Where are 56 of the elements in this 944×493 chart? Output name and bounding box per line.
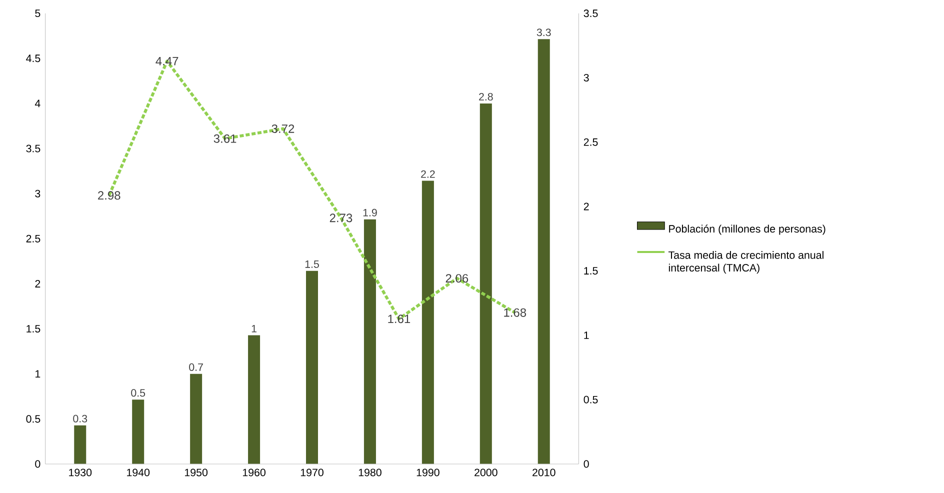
y-tick-label: 0 — [35, 460, 40, 468]
bar — [190, 374, 202, 464]
bar — [364, 219, 376, 464]
y2-tick-label: 2 — [584, 202, 589, 210]
data-label: 2.2 — [421, 170, 435, 178]
y-tick-label: 2.5 — [26, 234, 40, 242]
y2-tick-label: 1.5 — [584, 266, 598, 274]
y-tick-label: 1 — [36, 370, 40, 378]
data-label: 0.5 — [131, 388, 146, 397]
x-tick-label: 1990 — [416, 468, 440, 476]
bar — [306, 270, 318, 464]
x-tick-label: 1940 — [127, 468, 150, 476]
x-tick-label: 1930 — [69, 468, 92, 476]
data-label: 2.06 — [446, 274, 468, 282]
y-tick-label: 5 — [35, 9, 40, 17]
data-label: 0.3 — [73, 414, 88, 422]
bar — [422, 180, 434, 464]
x-tick-label: 1970 — [300, 468, 324, 476]
x-tick-label: 1960 — [242, 468, 266, 476]
data-label: 3.3 — [536, 28, 551, 36]
bar — [74, 425, 86, 464]
y2-tick-label: 0 — [584, 460, 589, 468]
data-label: 1 — [252, 324, 256, 332]
data-label: 3.72 — [272, 124, 294, 133]
bar — [538, 38, 550, 464]
data-label: 4.47 — [156, 56, 178, 66]
data-label: 0.7 — [189, 363, 203, 371]
y2-tick-label: 3 — [584, 74, 589, 82]
data-label: 3.61 — [214, 134, 236, 143]
y2-tick-label: 0.5 — [584, 396, 598, 404]
y-tick-label: 3 — [35, 190, 40, 198]
y2-tick-label: 1 — [584, 331, 589, 339]
y2-tick-label: 3.5 — [584, 9, 598, 17]
legend-label: Tasa media de crecimiento anual intercensal (TMCA) — [668, 250, 824, 274]
bar — [248, 335, 260, 464]
data-label: 2.98 — [98, 190, 120, 200]
y-tick-label: 3.5 — [26, 144, 40, 152]
y-tick-label: 2 — [35, 280, 40, 288]
data-label: 1.5 — [305, 260, 319, 268]
y-tick-label: 4 — [34, 100, 40, 107]
x-tick-label: 1950 — [185, 468, 208, 476]
bar — [132, 399, 144, 464]
bar — [480, 103, 492, 464]
y-tick-label: 0.5 — [26, 415, 40, 423]
data-label: 1.61 — [388, 314, 410, 323]
y2-tick-label: 2.5 — [584, 138, 598, 146]
data-label: 2.73 — [330, 214, 352, 222]
data-label: 1.68 — [504, 308, 526, 317]
legend-label: Población (millones de personas) — [669, 224, 826, 235]
x-tick-label: 2000 — [474, 468, 498, 476]
x-tick-label: 1980 — [358, 468, 382, 476]
data-label: 2.8 — [479, 92, 493, 100]
x-tick-label: 2010 — [532, 468, 556, 476]
y-tick-label: 4.5 — [26, 54, 40, 62]
data-label: 1.9 — [363, 208, 377, 216]
y-tick-label: 1.5 — [26, 324, 40, 332]
